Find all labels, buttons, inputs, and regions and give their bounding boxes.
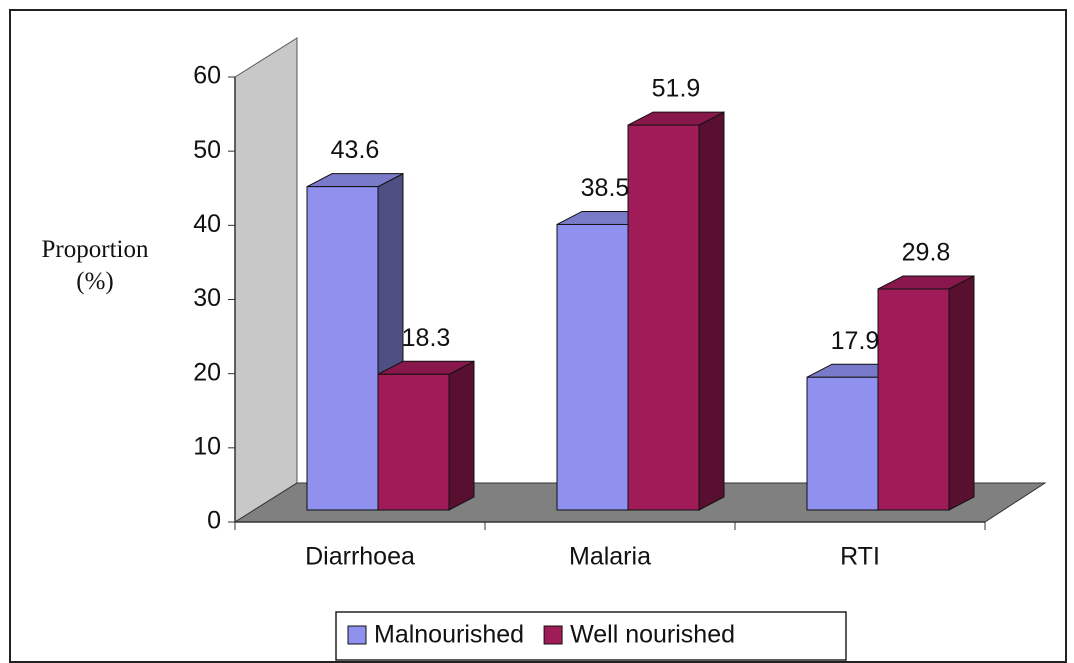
bar-side [448, 360, 475, 511]
legend-swatch [543, 625, 563, 645]
bar [627, 124, 700, 511]
y-axis-label: Proportion (%) [41, 236, 149, 295]
data-label: 51.9 [652, 75, 701, 103]
bar [306, 186, 379, 511]
y-tick-label: 0 [207, 507, 221, 535]
data-label: 43.6 [331, 136, 380, 164]
back-wall [234, 37, 298, 523]
legend-label: Malnourished [374, 621, 524, 649]
data-label: 29.8 [902, 239, 951, 267]
data-label: 38.5 [581, 174, 630, 202]
legend-label: Well nourished [570, 621, 735, 649]
x-tick-label: Diarrhoea [305, 543, 415, 571]
data-label: 18.3 [402, 324, 451, 352]
bar [806, 376, 879, 511]
bar [877, 288, 950, 511]
bar [377, 373, 450, 511]
y-tick-label: 10 [193, 432, 221, 460]
legend-swatch [347, 625, 367, 645]
x-tick-label: RTI [840, 543, 880, 571]
y-tick-label: 20 [193, 358, 221, 386]
chart-frame [9, 9, 1067, 663]
y-tick-label: 60 [193, 62, 221, 90]
legend-box [335, 611, 847, 661]
y-tick-label: 50 [193, 136, 221, 164]
bar-side [948, 275, 975, 511]
y-tick-label: 30 [193, 284, 221, 312]
bar-side [698, 111, 725, 511]
x-tick-label: Malaria [569, 543, 651, 571]
y-tick-label: 40 [193, 210, 221, 238]
bar [556, 223, 629, 511]
data-label: 17.9 [831, 327, 880, 355]
